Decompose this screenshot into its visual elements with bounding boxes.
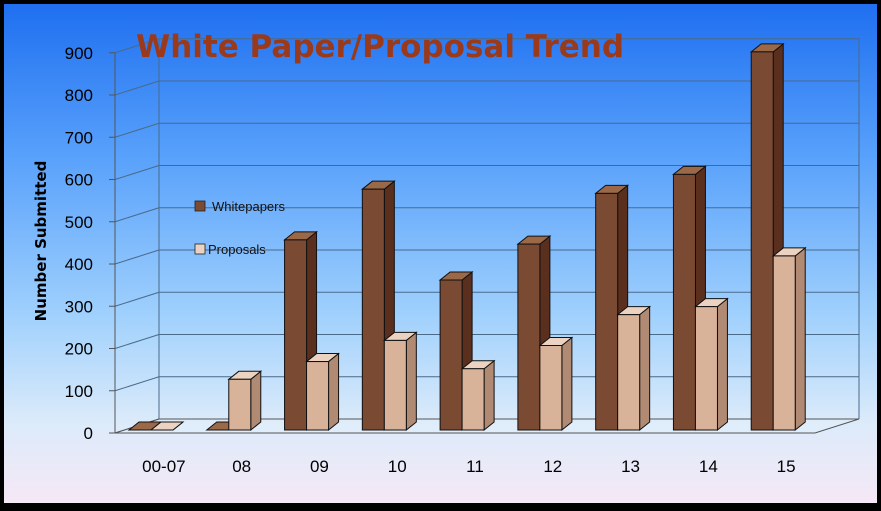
bar-proposals-front	[772, 255, 796, 431]
bar-whitepapers-front	[284, 239, 308, 431]
bar-proposals-front	[617, 314, 641, 431]
bar-whitepapers	[749, 42, 785, 432]
y-tick-label: 700	[65, 128, 93, 147]
y-tick-label: 200	[65, 340, 93, 359]
y-tick-label: 300	[65, 297, 93, 316]
bar-proposals-front	[694, 306, 718, 431]
chart-title: White Paper/Proposal Trend	[136, 29, 624, 65]
bar-proposals	[694, 297, 729, 432]
bar-whitepapers-front	[672, 173, 696, 431]
x-tick-label: 15	[777, 457, 796, 476]
legend: Whitepapers Proposals	[194, 199, 285, 257]
x-tick-labels: 00-07 08 09 10 11 12 13 14 15	[142, 457, 795, 476]
x-tick-label: 12	[543, 457, 562, 476]
gridline-side	[114, 80, 160, 96]
bars	[127, 42, 807, 432]
x-tick-label: 13	[621, 457, 640, 476]
gridline-side	[114, 122, 160, 138]
gridline-side	[114, 291, 160, 307]
bar-whitepapers-front	[517, 243, 541, 431]
bar-proposals	[616, 305, 652, 432]
legend-label-proposals: Proposals	[208, 242, 266, 257]
gridline-side	[114, 334, 160, 349]
gridline-side	[114, 38, 160, 54]
bar-proposals-side	[405, 331, 417, 432]
bar-proposals	[305, 352, 340, 432]
gridlines	[114, 38, 860, 434]
x-tick-label: 14	[699, 457, 718, 476]
bar-proposals-side	[794, 246, 806, 432]
y-tick-label: 600	[65, 171, 93, 190]
bar-proposals	[460, 359, 496, 432]
bar-proposals	[538, 336, 574, 432]
bar-proposals-side	[250, 370, 262, 432]
bar-proposals	[382, 331, 418, 432]
bar-proposals	[149, 421, 185, 431]
bar-whitepapers-front	[439, 279, 463, 431]
y-tick-label: 400	[65, 255, 93, 274]
bar-whitepapers-front	[361, 188, 385, 431]
bar-proposals-front	[228, 378, 252, 431]
bar-proposals-top	[149, 421, 185, 431]
gridline-side	[114, 249, 160, 265]
bar-proposals-front	[306, 361, 330, 431]
x-tick-label: 09	[310, 457, 329, 476]
x-tick-label: 10	[388, 457, 407, 476]
x-tick-label: 00-07	[142, 457, 185, 476]
legend-label-whitepapers: Whitepapers	[212, 199, 285, 214]
legend-swatch-proposals	[194, 243, 206, 255]
bar-proposals-side	[328, 352, 340, 432]
bar-proposals	[227, 370, 263, 432]
x-tick-label: 11	[466, 457, 484, 476]
bar-chart: 0 100 200 300 400 500 600 700 800 900 00-07 08 09 10…	[32, 29, 860, 476]
y-axis-title: Number Submitted	[32, 161, 50, 322]
bar-proposals	[771, 246, 807, 432]
y-tick-label: 800	[65, 86, 93, 105]
bar-proposals-side	[561, 336, 573, 432]
gridline-side	[114, 165, 160, 180]
bar-proposals-front	[461, 368, 485, 431]
bar-proposals-side	[639, 305, 651, 432]
gridline-side	[114, 207, 160, 223]
y-tick-label: 500	[65, 213, 93, 232]
bar-proposals-side	[716, 297, 728, 432]
y-tick-label: 100	[65, 382, 93, 401]
gridline-side	[114, 376, 160, 392]
bar-proposals-front	[383, 339, 407, 431]
y-tick-labels: 0 100 200 300 400 500 600 700 800 900	[65, 44, 93, 443]
bar-proposals-side	[483, 359, 495, 432]
y-tick-label: 0	[84, 424, 93, 443]
x-tick-label: 08	[232, 457, 251, 476]
y-tick-label: 900	[65, 44, 93, 63]
legend-swatch-whitepapers	[194, 200, 206, 212]
bar-whitepapers-front	[595, 192, 619, 431]
bar-whitepapers-front	[750, 51, 774, 431]
bar-proposals-front	[539, 345, 563, 431]
